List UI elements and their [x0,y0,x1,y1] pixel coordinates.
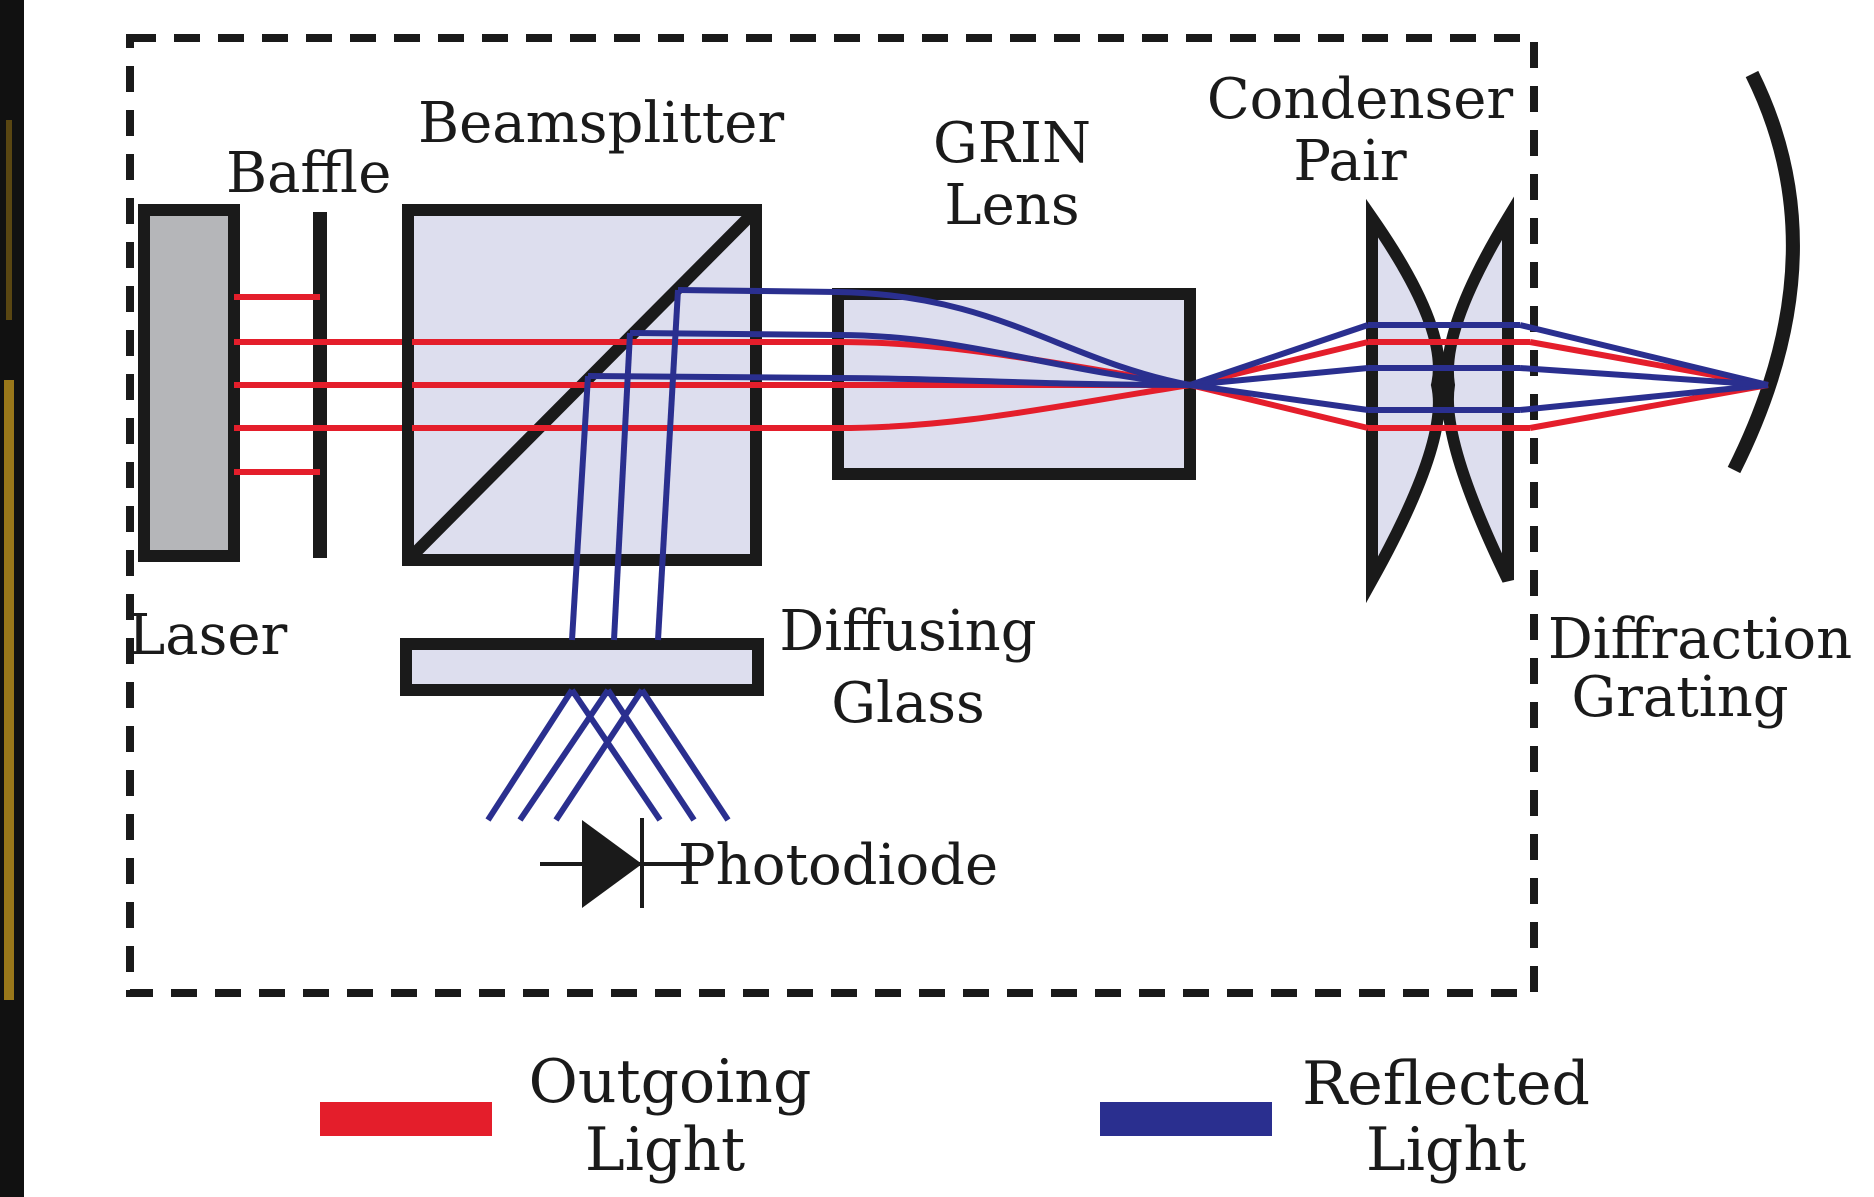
diffusing-glass-plate [400,638,764,696]
diffraction-grating-label-line1: Diffraction [1548,607,1852,672]
legend-outgoing-label-line1: Outgoing [529,1047,812,1117]
reflected-rays [569,287,1769,641]
condenser-pair-label-line2: Pair [1293,129,1406,194]
condenser-pair-label-line1: Condenser [1207,67,1514,132]
left-image-strip [0,0,24,1197]
legend-reflected-label-line1: Reflected [1302,1049,1590,1119]
beamsplitter-label: Beamsplitter [418,91,784,156]
legend-outgoing-label-line2: Light [585,1115,745,1185]
legend-outgoing-swatch [320,1102,492,1136]
scattered-light-rays [485,688,731,822]
legend: Outgoing Light Reflected Light [320,1047,1590,1185]
grin-lens-label-line2: Lens [944,173,1079,238]
diffraction-grating-mirror [1727,70,1800,474]
legend-reflected-label-line2: Light [1366,1115,1526,1185]
photodiode-label: Photodiode [678,833,998,898]
diffusing-glass-label-line2: Glass [831,671,985,736]
legend-reflected-swatch [1100,1102,1272,1136]
baffle-label: Baffle [226,141,391,206]
laser-output-beams [234,294,412,475]
laser-block [138,204,240,562]
laser-label: Laser [128,603,287,668]
photodiode-symbol [540,818,700,908]
condenser-lens-pair [1366,196,1514,604]
enclosure-dashed-box [126,34,1538,997]
grin-lens-label-line1: GRIN [933,111,1091,176]
diffusing-glass-label-line1: Diffusing [779,599,1036,664]
diffraction-grating-label-line2: Grating [1571,665,1788,730]
